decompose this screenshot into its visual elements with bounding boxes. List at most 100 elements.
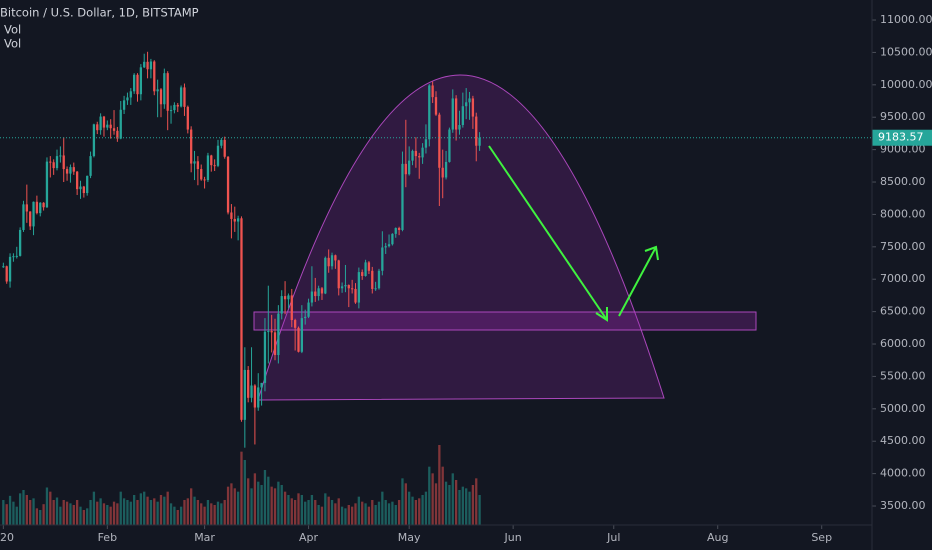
volume-bar (216, 501, 220, 525)
y-tick-label: 7000.00 (880, 272, 926, 285)
candle-body (253, 385, 257, 408)
candle-body (371, 270, 374, 289)
volume-bar (213, 505, 216, 525)
candle-body (280, 296, 283, 314)
candle-body (220, 139, 223, 146)
candle-body (441, 167, 444, 178)
candle-body (236, 218, 240, 222)
candle-body (300, 318, 303, 352)
volume-bar (304, 501, 307, 525)
candle-body (475, 116, 478, 146)
candle-body (247, 369, 250, 398)
candle-body (86, 175, 89, 194)
volume-bar (458, 490, 461, 525)
volume-bar (441, 466, 444, 525)
volume-bar (431, 473, 434, 525)
indicator-label: Vol (4, 23, 21, 37)
candle-body (230, 212, 233, 219)
last-price-label: 9183.57 (878, 131, 924, 144)
volume-bar (159, 495, 163, 525)
volume-bar (408, 491, 411, 525)
candle-body (216, 145, 220, 166)
candle-body (374, 288, 377, 290)
volume-bar (401, 478, 404, 525)
candle-body (468, 98, 471, 103)
volume-bar (317, 505, 320, 525)
volume-bar (428, 466, 431, 525)
chart-title: Bitcoin / U.S. Dollar, 1D, BITSTAMP (0, 6, 199, 20)
candle-body (226, 156, 230, 213)
candle-body (89, 156, 92, 176)
volume-bar (397, 500, 401, 525)
candle-body (166, 73, 169, 111)
candle-body (133, 74, 136, 92)
volume-bar (149, 500, 153, 525)
volume-bar (243, 460, 246, 525)
candle-body (277, 313, 280, 356)
candle-body (82, 186, 85, 194)
volume-bar (257, 481, 260, 525)
candle-body (307, 302, 310, 317)
candle-body (334, 255, 337, 261)
volume-bar (394, 505, 397, 525)
volume-bar (196, 500, 200, 525)
volume-pane (2, 445, 481, 525)
volume-bar (300, 495, 303, 525)
arrow-head (644, 245, 659, 261)
volume-bar (273, 488, 277, 525)
candle-body (79, 186, 82, 190)
volume-bar (183, 500, 186, 525)
candle-body (391, 233, 394, 245)
candle-body (270, 331, 273, 333)
volume-bar (347, 505, 350, 525)
volume-bar (116, 503, 119, 525)
volume-bar (374, 505, 377, 525)
candle-body (243, 369, 246, 420)
candle-body (347, 285, 350, 289)
candle-body (310, 291, 314, 303)
candle-body (471, 98, 475, 117)
candle-body (428, 85, 431, 140)
volume-bar (92, 491, 96, 525)
indicator-label: Vol (4, 37, 21, 51)
candle-body (8, 256, 12, 282)
volume-bar (230, 483, 233, 525)
volume-bar (166, 491, 169, 525)
volume-bar (22, 490, 25, 525)
volume-bar (448, 485, 451, 525)
volume-bar (344, 508, 347, 525)
candle-body (29, 211, 32, 227)
volume-bar (354, 503, 357, 525)
volume-bar (367, 506, 371, 525)
candle-body (297, 327, 300, 352)
candle-body (213, 165, 216, 167)
volume-bar (59, 506, 62, 525)
y-tick-label: 4500.00 (880, 434, 926, 447)
candle-body (173, 104, 176, 111)
volume-bar (461, 486, 464, 525)
candle-body (206, 155, 210, 181)
candle-body (179, 87, 183, 107)
volume-bar (438, 445, 441, 525)
x-tick-label: Feb (98, 531, 117, 544)
volume-bar (119, 491, 122, 525)
volume-bar (42, 504, 45, 525)
candle-body (126, 97, 129, 101)
candle-body (223, 139, 226, 157)
volume-bar (29, 500, 32, 525)
y-tick-label: 6500.00 (880, 305, 926, 318)
candle-body (72, 167, 75, 172)
candle-body (163, 73, 166, 105)
candle-body (377, 270, 381, 289)
volume-bar (139, 493, 143, 525)
candles (2, 51, 481, 448)
candle-body (431, 85, 434, 98)
volume-bar (52, 500, 55, 525)
candle-body (404, 163, 407, 175)
volume-bar (55, 497, 59, 525)
candle-body (119, 109, 122, 139)
volume-bar (153, 498, 156, 525)
candle-body (146, 61, 149, 70)
candle-body (5, 266, 8, 282)
arrow-head (595, 307, 608, 322)
